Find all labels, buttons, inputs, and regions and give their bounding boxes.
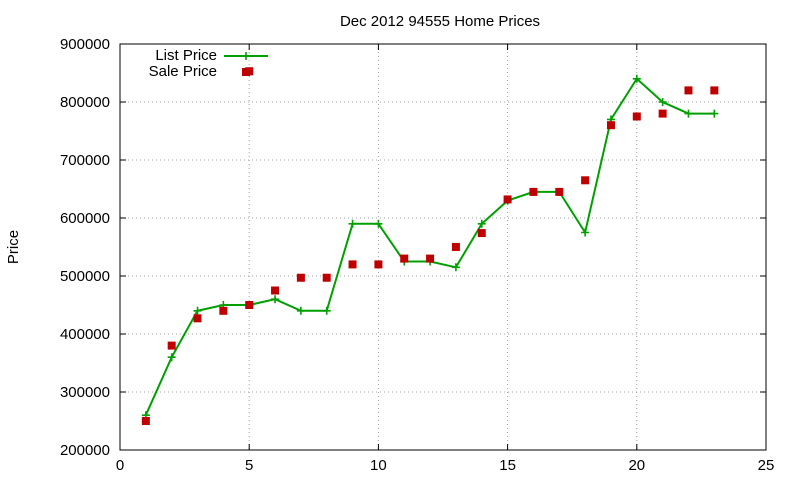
y-tick-label: 200000	[60, 442, 110, 459]
series-layer	[141, 67, 719, 425]
list-price-point	[581, 228, 590, 237]
y-tick-label: 900000	[60, 36, 110, 53]
list-price-point	[658, 98, 667, 106]
y-tick-label: 300000	[60, 384, 110, 401]
list-price-point	[296, 306, 305, 315]
sale-price-point	[141, 417, 150, 425]
y-tick-label: 600000	[60, 210, 110, 227]
list-price-point	[271, 295, 280, 304]
y-tick-label: 800000	[60, 94, 110, 111]
sale-price-point	[167, 341, 176, 350]
legend-sample-sale-price-marker	[242, 68, 250, 76]
sale-price-point	[400, 254, 409, 263]
list-price-point	[710, 109, 719, 118]
legend-label-list-price: List Price	[155, 47, 217, 64]
sale-price-point	[581, 176, 590, 185]
sale-price-point	[374, 260, 383, 269]
sale-price-point	[348, 260, 357, 269]
list-price-point	[451, 263, 460, 272]
list-price-point	[374, 219, 383, 228]
y-axis-label: Price	[5, 230, 22, 264]
sale-price-point	[322, 273, 331, 282]
list-price-point	[477, 219, 486, 228]
list-price-point	[348, 219, 357, 228]
plot-frame	[119, 43, 767, 451]
sale-price-point	[451, 243, 460, 251]
sale-price-point	[245, 301, 254, 309]
list-price-line	[144, 77, 715, 416]
list-price-point	[167, 353, 176, 362]
x-tick-label: 15	[499, 457, 516, 474]
x-tick-label: 25	[758, 457, 775, 474]
sale-price-point	[219, 306, 228, 315]
legend-sample-list-price-marker	[242, 52, 250, 60]
sale-price-point	[426, 254, 435, 263]
x-tick-label: 10	[370, 457, 387, 474]
sale-price-point	[606, 121, 615, 130]
sale-price-point	[529, 187, 538, 196]
x-tick-label: 20	[628, 457, 645, 474]
legend: List Price Sale Price	[149, 47, 268, 80]
sale-price-point	[271, 286, 280, 295]
sale-price-point	[632, 112, 641, 121]
sale-price-point	[503, 195, 512, 204]
sale-price-point	[555, 187, 564, 196]
y-tick-label: 500000	[60, 268, 110, 285]
legend-label-sale-price: Sale Price	[149, 63, 217, 80]
y-tick-label: 700000	[60, 152, 110, 169]
sale-price-point	[684, 86, 693, 95]
y-tick-label: 400000	[60, 326, 110, 343]
list-price-point	[193, 306, 202, 315]
x-tick-label: 5	[245, 457, 253, 474]
sale-price-point	[296, 273, 305, 282]
list-price-point	[684, 109, 693, 118]
sale-price-point	[477, 229, 486, 238]
sale-price-point	[193, 314, 202, 323]
sale-price-point	[658, 109, 667, 118]
sale-price-point	[710, 86, 719, 95]
x-tick-label: 0	[116, 457, 124, 474]
list-price-point	[322, 306, 331, 315]
chart-title: Dec 2012 94555 Home Prices	[340, 13, 540, 30]
axes: 0 5 10 15 20 25 200000 300000 400000 500000 600000…	[60, 36, 774, 474]
list-price-point	[632, 74, 641, 83]
